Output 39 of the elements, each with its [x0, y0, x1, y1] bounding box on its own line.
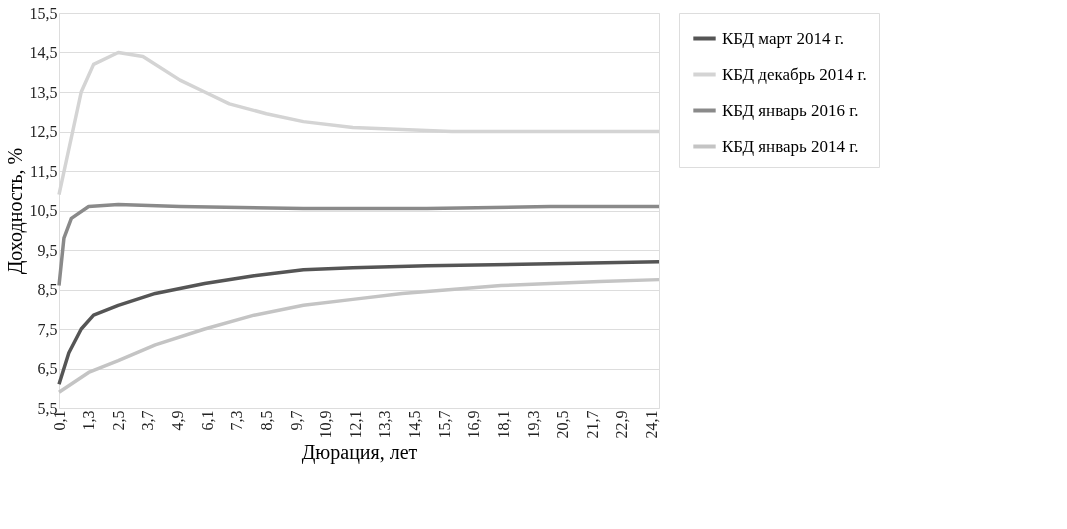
legend-label: КБД январь 2016 г. [722, 100, 859, 120]
y-tick-label: 14,5 [29, 44, 58, 61]
legend-label: КБД январь 2014 г. [722, 136, 859, 156]
x-tick-label: 12,1 [346, 410, 364, 439]
x-tick-label: 8,5 [257, 410, 275, 431]
legend-label: КБД декабрь 2014 г. [722, 64, 867, 84]
x-tick-label: 21,7 [583, 410, 601, 439]
x-tick-label: 10,9 [317, 410, 335, 439]
x-tick-label: 16,9 [465, 410, 483, 439]
y-tick-label: 15,5 [29, 4, 58, 22]
x-tick-label: 3,7 [139, 410, 157, 431]
line-series [57, 260, 661, 387]
line-series [57, 202, 661, 288]
y-axis-title: Доходность, % [3, 147, 27, 275]
x-tick-label: 14,5 [406, 410, 424, 439]
x-tick-label: 18,1 [494, 410, 512, 439]
x-tick-label: 9,7 [287, 410, 305, 431]
y-tick-label: 13,5 [29, 83, 58, 101]
x-tick-label: 20,5 [554, 410, 572, 439]
y-tick-label: 12,5 [29, 123, 58, 140]
y-tick-label: 11,5 [30, 162, 58, 180]
x-tick-label: 13,3 [376, 410, 394, 439]
line-series [57, 277, 661, 394]
y-tick-label: 6,5 [37, 360, 58, 377]
x-tick-label: 7,3 [228, 410, 246, 431]
legend-label: КБД март 2014 г. [722, 28, 844, 48]
x-tick-label: 19,3 [524, 410, 542, 439]
x-tick-label: 6,1 [198, 410, 216, 431]
x-axis-title: Дюрация, лет [301, 440, 418, 464]
y-tick-label: 10,5 [29, 202, 58, 219]
x-tick-label: 22,9 [613, 410, 631, 439]
y-tick-label: 8,5 [37, 281, 58, 298]
y-tick-label: 9,5 [37, 241, 58, 259]
x-tick-label: 2,5 [109, 410, 127, 431]
x-tick-label: 1,3 [80, 410, 98, 431]
x-tick-label: 4,9 [169, 410, 187, 431]
x-tick-label: 24,1 [643, 410, 661, 439]
x-tick-label: 15,7 [435, 410, 453, 439]
y-tick-label: 7,5 [37, 320, 58, 338]
